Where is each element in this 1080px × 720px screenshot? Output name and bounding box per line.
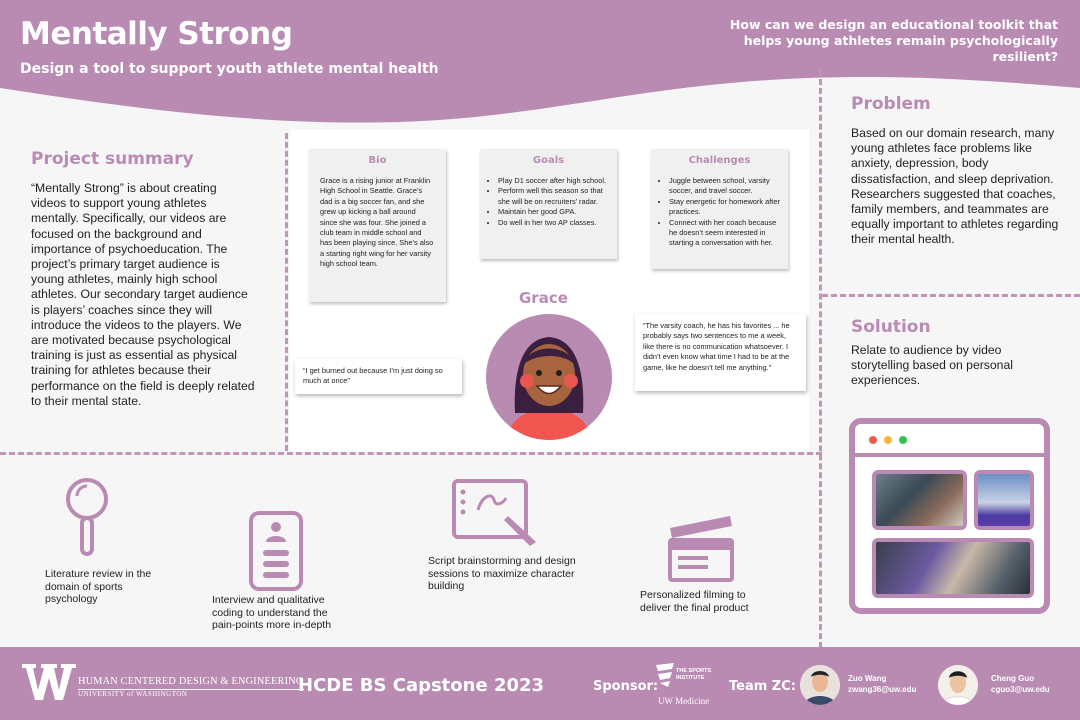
challenges-card: Challenges Juggle between school, varsit…	[651, 149, 788, 269]
magnifier-icon	[66, 478, 108, 556]
persona-avatar-icon	[486, 314, 612, 440]
video-thumbnail[interactable]	[872, 538, 1034, 598]
page-subtitle: Design a tool to support youth athlete m…	[20, 61, 439, 77]
list-item: Do well in her two AP classes.	[498, 218, 609, 228]
quote-right: “The varsity coach, he has his favorites…	[635, 314, 806, 391]
video-browser-mockup	[849, 418, 1050, 614]
bio-heading: Bio	[368, 155, 387, 166]
problem-text: Based on our domain research, many young…	[851, 126, 1059, 247]
divider-problem-solution	[822, 294, 1080, 297]
video-thumbnail[interactable]	[974, 470, 1034, 530]
uw-department: HUMAN CENTERED DESIGN & ENGINEERING	[78, 676, 304, 690]
goals-list: Play D1 soccer after high school. Perfor…	[488, 176, 609, 228]
avatar	[800, 665, 840, 705]
divider-left	[285, 133, 288, 451]
divider-right	[819, 70, 822, 648]
member-name: Cheng Guo	[991, 674, 1035, 683]
uw-name: UNIVERSITY of WASHINGTON	[78, 690, 188, 698]
maximize-dot-icon	[899, 436, 907, 444]
minimize-dot-icon	[884, 436, 892, 444]
solution-heading: Solution	[851, 317, 931, 337]
header-rule	[855, 453, 1044, 457]
member-email: zwang36@uw.edu	[848, 685, 917, 694]
list-item: Perform well this season so that she wil…	[498, 186, 609, 207]
goals-card: Goals Play D1 soccer after high school. …	[480, 149, 617, 259]
challenges-heading: Challenges	[688, 155, 751, 166]
list-item: Maintain her good GPA.	[498, 207, 609, 217]
goals-heading: Goals	[532, 155, 565, 166]
capstone-label: HCDE BS Capstone 2023	[298, 675, 545, 696]
problem-heading: Problem	[851, 94, 931, 114]
sponsor-sub: UW Medicine	[658, 696, 710, 706]
list-item: Juggle between school, varsity soccer, a…	[669, 176, 780, 197]
bio-text: Grace is a rising junior at Franklin Hig…	[320, 176, 434, 269]
sponsor-name: THE SPORTS INSTITUTE	[676, 668, 712, 681]
quote-left: “I get burned out because I’m just doing…	[295, 359, 462, 394]
close-dot-icon	[869, 436, 877, 444]
challenges-list: Juggle between school, varsity soccer, a…	[659, 176, 780, 249]
video-thumbnail[interactable]	[872, 470, 967, 530]
clapperboard-icon	[668, 516, 734, 582]
id-badge-icon	[249, 511, 303, 591]
project-summary-text: “Mentally Strong” is about creating vide…	[31, 181, 255, 408]
process-step-1: Literature review in the domain of sport…	[45, 568, 152, 605]
process-step-3: Script brainstorming and design sessions…	[428, 555, 576, 592]
member-email: cguo3@uw.edu	[991, 685, 1050, 694]
list-item: Connect with her coach because he doesn’…	[669, 218, 780, 249]
research-question: How can we design an educational toolkit…	[729, 17, 1058, 64]
drawing-tablet-icon	[452, 479, 536, 546]
process-step-4: Personalized filming to deliver the fina…	[640, 589, 749, 614]
header-banner	[0, 0, 1080, 123]
persona-name: Grace	[519, 289, 568, 307]
avatar	[938, 665, 978, 705]
window-controls	[869, 436, 907, 444]
footer-bar	[0, 647, 1080, 720]
sponsor-label: Sponsor:	[593, 679, 659, 694]
list-item: Stay energetic for homework after practi…	[669, 197, 780, 218]
divider-middle	[0, 452, 822, 455]
member-name: Zuo Wang	[848, 674, 887, 683]
team-label: Team ZC:	[729, 679, 796, 694]
sports-institute-logo-icon	[656, 663, 674, 687]
page-title: Mentally Strong	[20, 16, 293, 52]
uw-w-logo-icon	[22, 664, 76, 700]
process-step-2: Interview and qualitative coding to unde…	[212, 594, 332, 631]
solution-text: Relate to audience by video storytelling…	[851, 343, 1013, 388]
list-item: Play D1 soccer after high school.	[498, 176, 609, 186]
project-summary-heading: Project summary	[31, 149, 194, 169]
bio-card: Bio Grace is a rising junior at Franklin…	[309, 149, 446, 302]
